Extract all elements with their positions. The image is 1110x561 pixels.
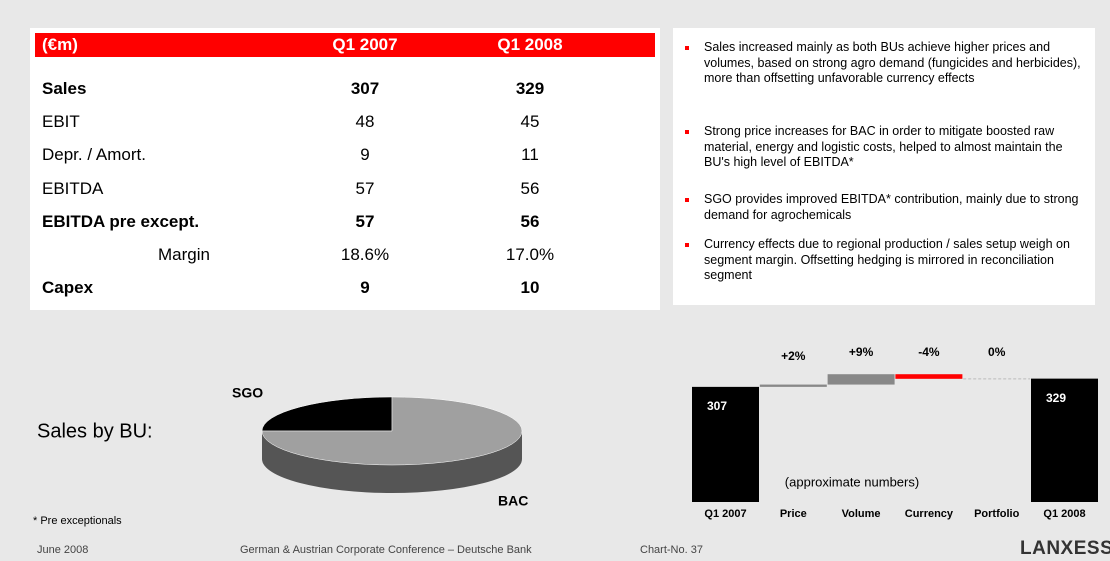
bullet-text: Currency effects due to regional product… <box>704 237 1070 282</box>
pie-label: SGO <box>232 385 263 401</box>
table-panel <box>30 28 660 310</box>
bullet-text: SGO provides improved EBITDA* contributi… <box>704 192 1079 222</box>
bullet-marker <box>685 198 689 202</box>
table-cell: 17.0% <box>505 245 555 264</box>
table-cell: 18.6% <box>340 245 390 264</box>
bullet-text: Sales increased mainly as both BUs achie… <box>704 40 1081 85</box>
table-cell: 329 <box>515 79 545 98</box>
table-cell: Depr. / Amort. <box>42 145 146 165</box>
table-cell: EBITDA <box>42 178 104 198</box>
table-cell: Capex <box>42 278 94 298</box>
table-cell: 56 <box>520 178 540 198</box>
logo: LANXESS <box>1020 538 1110 559</box>
table-header-cell: (€m) <box>42 35 78 54</box>
table-cell: Margin <box>158 245 210 264</box>
pie-label: BAC <box>498 493 528 509</box>
pie-slice <box>261 396 523 466</box>
bullet-text: Strong price increases for BAC in order … <box>704 124 1063 169</box>
bullet-marker <box>685 243 689 247</box>
x-tick-label: Portfolio <box>974 508 1019 520</box>
bullet-marker <box>685 130 689 134</box>
table-cell: 57 <box>355 178 375 198</box>
footer-chart-no: Chart-No. 37 <box>640 544 703 556</box>
step-bar <box>759 384 827 387</box>
table-header-cell: Q1 2008 <box>497 35 563 54</box>
table-cell: 48 <box>355 112 375 132</box>
table-cell: Sales <box>42 79 87 98</box>
x-tick-label: Q1 2007 <box>704 508 746 520</box>
step-label: +2% <box>781 349 806 363</box>
footer-date: June 2008 <box>37 544 89 556</box>
step-bar <box>827 374 895 385</box>
step-label: 0% <box>988 345 1006 359</box>
table-header-bg <box>35 33 655 57</box>
annotation: (approximate numbers) <box>785 474 919 489</box>
table-cell: 9 <box>360 145 370 165</box>
x-tick-label: Currency <box>905 508 954 520</box>
total-bar <box>1031 378 1098 502</box>
step-bar <box>895 374 963 379</box>
table-header-cell: Q1 2007 <box>332 35 398 54</box>
x-tick-label: Volume <box>842 508 881 520</box>
bar-value-label: 329 <box>1046 391 1066 405</box>
table-cell: EBITDA pre except. <box>42 211 200 231</box>
x-tick-label: Q1 2008 <box>1043 508 1085 520</box>
bar-value-label: 307 <box>707 399 727 413</box>
table-cell: 57 <box>355 211 375 231</box>
bullet-marker <box>685 46 689 50</box>
pie-title: Sales by BU: <box>37 420 153 442</box>
table-cell: 45 <box>520 112 540 132</box>
table-cell: 9 <box>360 278 370 298</box>
footnote: * Pre exceptionals <box>33 515 122 527</box>
total-bar <box>692 386 759 502</box>
step-label: -4% <box>918 345 940 359</box>
table-cell: 56 <box>520 211 540 231</box>
bullet-panel <box>673 28 1095 305</box>
table-cell: 10 <box>520 278 540 298</box>
step-label: +9% <box>849 345 874 359</box>
x-tick-label: Price <box>780 508 807 520</box>
pie-slice <box>261 396 393 432</box>
table-cell: EBIT <box>42 112 80 132</box>
table-cell: 11 <box>521 145 539 165</box>
footer-event: German & Austrian Corporate Conference –… <box>240 544 532 556</box>
table-cell: 307 <box>350 79 380 98</box>
